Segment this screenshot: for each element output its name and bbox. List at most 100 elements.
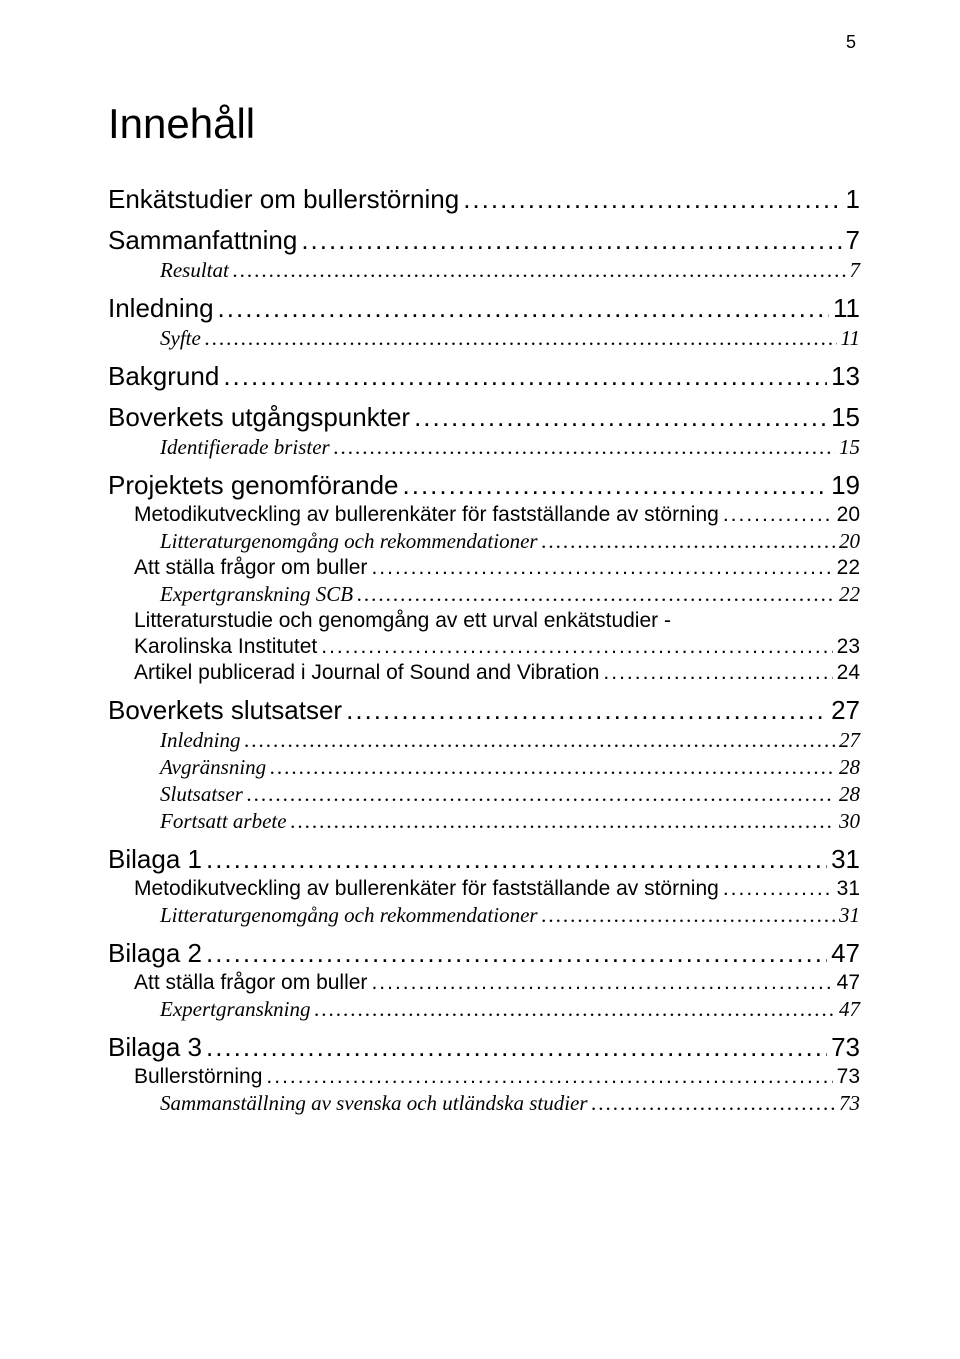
toc-label: Slutsatser — [160, 782, 243, 807]
toc-entry: Bilaga 1 31 — [108, 844, 860, 875]
toc-leader-dots — [270, 755, 835, 780]
toc-entry: Artikel publicerad i Journal of Sound an… — [134, 661, 860, 685]
toc-leader-dots — [205, 326, 837, 351]
toc-label: Resultat — [160, 258, 229, 283]
toc-leader-dots — [357, 582, 835, 607]
toc-page-number: 24 — [837, 661, 860, 685]
toc-label: Syfte — [160, 326, 201, 351]
toc-label: Boverkets slutsatser — [108, 695, 342, 726]
toc-entry: Expertgranskning SCB22 — [160, 582, 860, 607]
toc-page-number: 15 — [831, 402, 860, 433]
toc-leader-dots — [403, 470, 828, 501]
toc-page-number: 1 — [846, 184, 860, 215]
toc-leader-dots — [291, 809, 835, 834]
toc-label: Inledning — [108, 293, 214, 324]
toc-page-number: 31 — [839, 903, 860, 928]
toc-label: Projektets genomförande — [108, 470, 399, 501]
toc-entry: Identifierade brister 15 — [160, 435, 860, 460]
toc-page-number: 27 — [831, 695, 860, 726]
toc-label: Enkätstudier om bullerstörning — [108, 184, 459, 215]
toc-leader-dots — [592, 1091, 835, 1116]
toc-leader-dots — [301, 225, 841, 256]
toc-entry: Sammanfattning7 — [108, 225, 860, 256]
toc-leader-dots — [321, 635, 832, 659]
toc-leader-dots — [603, 661, 832, 685]
toc-leader-dots — [244, 728, 835, 753]
toc-page-number: 19 — [831, 470, 860, 501]
toc-leader-dots — [206, 938, 827, 969]
toc-label: Litteraturgenomgång och rekommendationer — [160, 903, 538, 928]
toc-page-number: 7 — [850, 258, 861, 283]
toc-leader-dots — [371, 971, 832, 995]
toc-entry: Karolinska Institutet 23 — [134, 635, 860, 659]
toc-label: Karolinska Institutet — [134, 635, 317, 659]
toc-leader-dots — [233, 258, 846, 283]
toc-page-number: 73 — [839, 1091, 860, 1116]
toc-entry: Boverkets utgångspunkter 15 — [108, 402, 860, 433]
toc-label: Avgränsning — [160, 755, 266, 780]
toc-entry: Slutsatser 28 — [160, 782, 860, 807]
toc-entry: Sammanställning av svenska och utländska… — [160, 1091, 860, 1116]
toc-page-number: 15 — [839, 435, 860, 460]
table-of-contents: Enkätstudier om bullerstörning 1 Sammanfat… — [108, 184, 860, 1116]
toc-page-number: 31 — [837, 877, 860, 901]
toc-leader-dots — [334, 435, 835, 460]
toc-entry: Litteraturgenomgång och rekommendationer… — [160, 903, 860, 928]
toc-leader-dots — [218, 293, 829, 324]
toc-label: Bullerstörning — [134, 1065, 262, 1089]
toc-leader-dots — [371, 556, 832, 580]
toc-label: Metodikutveckling av bullerenkäter för f… — [134, 503, 719, 527]
toc-page-number: 73 — [831, 1032, 860, 1063]
toc-leader-dots — [206, 844, 827, 875]
toc-entry: Bilaga 3 73 — [108, 1032, 860, 1063]
toc-leader-dots — [414, 402, 827, 433]
toc-label: Identifierade brister — [160, 435, 330, 460]
toc-entry: Syfte 11 — [160, 326, 860, 351]
toc-leader-dots — [542, 529, 835, 554]
toc-entry: Att ställa frågor om buller 47 — [134, 971, 860, 995]
toc-label: Att ställa frågor om buller — [134, 971, 367, 995]
toc-label: Bilaga 3 — [108, 1032, 202, 1063]
toc-entry: Inledning 27 — [160, 728, 860, 753]
toc-page-number: 73 — [837, 1065, 860, 1089]
toc-label: Boverkets utgångspunkter — [108, 402, 410, 433]
toc-entry: Boverkets slutsatser 27 — [108, 695, 860, 726]
toc-entry: Metodikutveckling av bullerenkäter för f… — [134, 877, 860, 901]
toc-page-number: 28 — [839, 782, 860, 807]
toc-label: Att ställa frågor om buller — [134, 556, 367, 580]
toc-leader-dots — [266, 1065, 832, 1089]
toc-page-number: 30 — [839, 809, 860, 834]
toc-label: Bilaga 1 — [108, 844, 202, 875]
toc-entry: Litteraturstudie och genomgång av ett ur… — [134, 609, 860, 633]
toc-page-number: 27 — [839, 728, 860, 753]
toc-entry: Litteraturgenomgång och rekommendationer… — [160, 529, 860, 554]
toc-page-number: 47 — [831, 938, 860, 969]
toc-entry: Bakgrund 13 — [108, 361, 860, 392]
toc-entry: Bullerstörning 73 — [134, 1065, 860, 1089]
toc-page-number: 28 — [839, 755, 860, 780]
toc-label: Litteraturgenomgång och rekommendationer — [160, 529, 538, 554]
toc-label: Bakgrund — [108, 361, 219, 392]
toc-page-number: 23 — [837, 635, 860, 659]
toc-leader-dots — [723, 503, 833, 527]
toc-page-number: 22 — [839, 582, 860, 607]
toc-label: Bilaga 2 — [108, 938, 202, 969]
toc-entry: Enkätstudier om bullerstörning 1 — [108, 184, 860, 215]
toc-entry: Att ställa frågor om buller22 — [134, 556, 860, 580]
toc-label: Fortsatt arbete — [160, 809, 287, 834]
toc-label: Inledning — [160, 728, 240, 753]
toc-entry: Inledning11 — [108, 293, 860, 324]
page-title: Innehåll — [108, 100, 860, 148]
toc-label: Metodikutveckling av bullerenkäter för f… — [134, 877, 719, 901]
toc-label: Litteraturstudie och genomgång av ett ur… — [134, 609, 671, 633]
toc-page-number: 47 — [837, 971, 860, 995]
toc-page-number: 13 — [831, 361, 860, 392]
toc-leader-dots — [223, 361, 827, 392]
toc-label: Artikel publicerad i Journal of Sound an… — [134, 661, 599, 685]
toc-page-number: 31 — [831, 844, 860, 875]
toc-entry: Projektets genomförande 19 — [108, 470, 860, 501]
toc-entry: Resultat 7 — [160, 258, 860, 283]
toc-entry: Expertgranskning47 — [160, 997, 860, 1022]
toc-label: Sammanställning av svenska och utländska… — [160, 1091, 588, 1116]
toc-page-number: 11 — [841, 326, 860, 351]
